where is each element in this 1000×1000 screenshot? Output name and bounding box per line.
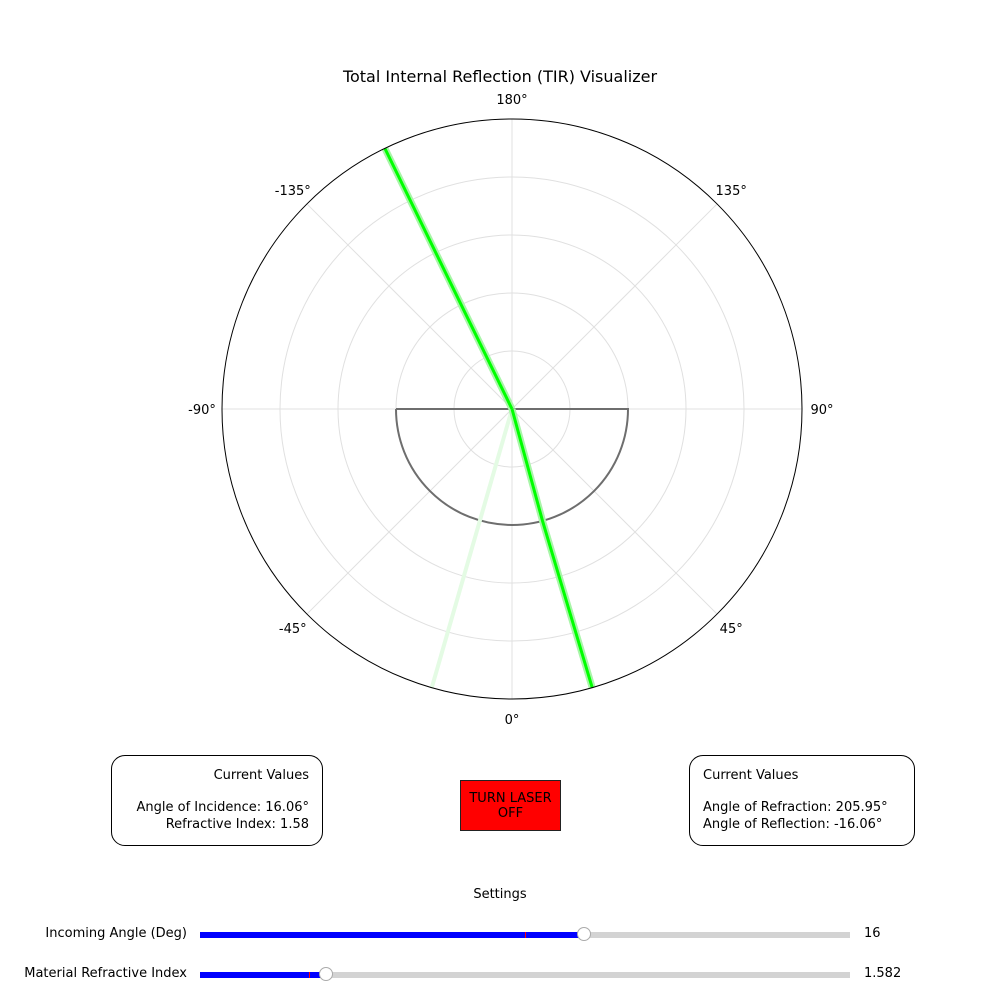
turn-laser-off-button[interactable]: TURN LASER OFF bbox=[460, 780, 561, 831]
angle-tick-label: 0° bbox=[505, 713, 520, 728]
polar-frame bbox=[221, 118, 803, 700]
laser-rays bbox=[381, 146, 596, 689]
reflected-ray bbox=[429, 408, 514, 689]
angle-of-refraction-text: Angle of Refraction: 205.95° bbox=[703, 800, 888, 815]
slider-handle[interactable] bbox=[319, 967, 334, 981]
refractive-index-text: Refractive Index: 1.58 bbox=[165, 817, 309, 832]
angle-tick-label: 135° bbox=[716, 184, 747, 199]
grid-spoke bbox=[306, 408, 513, 615]
slider-initial-marker bbox=[525, 932, 526, 938]
angle-tick-label: 90° bbox=[810, 403, 833, 418]
angle-of-incidence-text: Angle of Incidence: 16.06° bbox=[136, 800, 310, 815]
incident-ray bbox=[383, 147, 514, 410]
page-title: Total Internal Reflection (TIR) Visualiz… bbox=[342, 67, 658, 86]
angle-tick-labels: 0° 45° 90° 135° 180° -135° -90° -45° bbox=[188, 93, 833, 728]
slider-fill bbox=[200, 932, 584, 938]
current-values-box-left: Current Values Angle of Incidence: 16.06… bbox=[111, 755, 323, 846]
angle-tick-label: -135° bbox=[275, 184, 311, 199]
grid-spoke bbox=[511, 408, 718, 615]
grid-spoke bbox=[306, 203, 513, 410]
current-values-header: Current Values bbox=[213, 768, 309, 783]
slider-initial-marker bbox=[308, 972, 310, 978]
angle-tick-label: 45° bbox=[720, 622, 743, 637]
refracted-ray bbox=[510, 408, 594, 689]
angle-tick-label: -45° bbox=[279, 622, 307, 637]
angle-of-reflection-text: Angle of Reflection: -16.06° bbox=[703, 817, 883, 832]
settings-title: Settings bbox=[473, 887, 527, 902]
refractive-index-value: 1.582 bbox=[864, 966, 902, 981]
polar-grid bbox=[222, 119, 802, 699]
incoming-angle-value: 16 bbox=[864, 926, 881, 941]
grid-spoke bbox=[511, 203, 718, 410]
incoming-angle-label: Incoming Angle (Deg) bbox=[45, 926, 187, 941]
current-values-box-right: Current Values Angle of Refraction: 205.… bbox=[689, 755, 915, 846]
current-values-header: Current Values bbox=[703, 768, 799, 783]
refractive-index-label: Material Refractive Index bbox=[24, 966, 187, 981]
slider-fill bbox=[200, 972, 327, 978]
medium-semicircle bbox=[395, 408, 630, 526]
refractive-index-slider[interactable] bbox=[200, 967, 850, 981]
incoming-angle-slider[interactable] bbox=[200, 927, 850, 941]
angle-tick-label: -90° bbox=[188, 403, 216, 418]
slider-handle[interactable] bbox=[576, 927, 591, 941]
medium-outline bbox=[395, 408, 630, 526]
angle-tick-label: 180° bbox=[496, 93, 527, 108]
